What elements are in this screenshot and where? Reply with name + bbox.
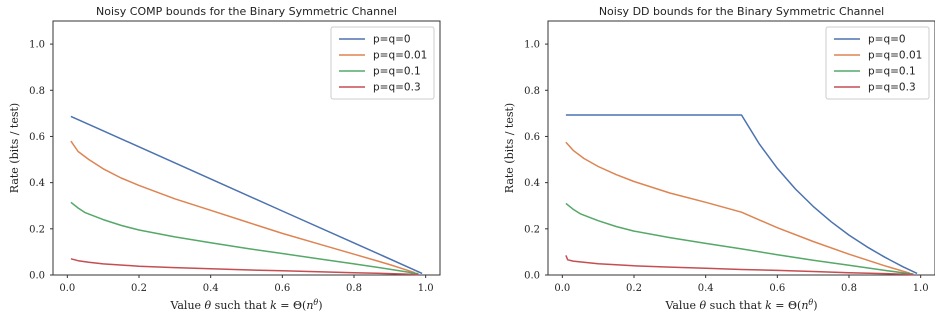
y-tick-label: 0.2 bbox=[524, 224, 540, 235]
y-tick-label: 0.0 bbox=[524, 271, 540, 282]
chart-panel-2: Noisy DD bounds for the Binary Symmetric… bbox=[503, 5, 935, 312]
x-axis-label: Value θ such that k = Θ(nθ) bbox=[169, 298, 322, 313]
legend-label-1: p=q=0 bbox=[868, 34, 906, 46]
x-tick-label: 0.0 bbox=[59, 283, 75, 294]
x-tick-label: 0.4 bbox=[698, 283, 714, 294]
y-tick-label: 1.0 bbox=[524, 40, 540, 51]
y-tick-label: 0.6 bbox=[524, 132, 540, 143]
series-line-1 bbox=[70, 115, 423, 275]
legend-label-2: p=q=0.01 bbox=[868, 50, 922, 62]
plot-frame bbox=[547, 20, 935, 276]
x-tick-label: 0.6 bbox=[769, 283, 785, 294]
legend-box bbox=[825, 26, 930, 100]
legend-label-1: p=q=0 bbox=[373, 34, 411, 46]
series-line-4 bbox=[70, 258, 419, 276]
series-line-1 bbox=[565, 114, 918, 275]
series-line-3 bbox=[565, 202, 914, 275]
plot-frame bbox=[52, 20, 441, 276]
x-tick-label: 0.0 bbox=[554, 283, 570, 294]
x-tick-label: 1.0 bbox=[418, 283, 434, 294]
y-tick-label: 0.4 bbox=[524, 178, 540, 189]
legend-label-4: p=q=0.3 bbox=[373, 82, 421, 94]
series-line-3 bbox=[70, 201, 419, 275]
legend-label-3: p=q=0.1 bbox=[868, 66, 916, 78]
chart-title: Noisy DD bounds for the Binary Symmetric… bbox=[599, 5, 884, 18]
legend-label-3: p=q=0.1 bbox=[373, 66, 421, 78]
y-tick-label: 0.2 bbox=[29, 224, 45, 235]
legend-label-4: p=q=0.3 bbox=[868, 82, 916, 94]
legend: p=q=0 p=q=0.01 p=q=0.1 p=q=0.3 bbox=[330, 26, 435, 100]
x-tick-label: 0.8 bbox=[346, 283, 362, 294]
y-axis-label: Rate (bits / test) bbox=[8, 103, 21, 193]
legend-box bbox=[330, 26, 435, 100]
chart-title: Noisy COMP bounds for the Binary Symmetr… bbox=[96, 5, 397, 18]
y-tick-label: 0.6 bbox=[29, 132, 45, 143]
x-axis-label: Value θ such that k = Θ(nθ) bbox=[664, 298, 817, 313]
y-tick-label: 0.8 bbox=[29, 86, 45, 97]
legend: p=q=0 p=q=0.01 p=q=0.1 p=q=0.3 bbox=[825, 26, 930, 100]
y-tick-label: 1.0 bbox=[29, 40, 45, 51]
x-tick-label: 0.6 bbox=[274, 283, 290, 294]
y-tick-label: 0.0 bbox=[29, 271, 45, 282]
series-line-2 bbox=[565, 141, 911, 274]
series-line-2 bbox=[70, 140, 416, 274]
series-line-4 bbox=[565, 255, 914, 276]
x-tick-label: 0.2 bbox=[131, 283, 147, 294]
legend-label-2: p=q=0.01 bbox=[373, 50, 427, 62]
x-tick-label: 0.4 bbox=[203, 283, 219, 294]
x-tick-label: 0.8 bbox=[841, 283, 857, 294]
y-tick-label: 0.4 bbox=[29, 178, 45, 189]
chart-panel-1: Noisy COMP bounds for the Binary Symmetr… bbox=[8, 5, 441, 313]
x-tick-label: 1.0 bbox=[913, 283, 929, 294]
y-tick-label: 0.8 bbox=[524, 86, 540, 97]
y-axis-label: Rate (bits / test) bbox=[503, 103, 516, 193]
x-tick-label: 0.2 bbox=[626, 283, 642, 294]
